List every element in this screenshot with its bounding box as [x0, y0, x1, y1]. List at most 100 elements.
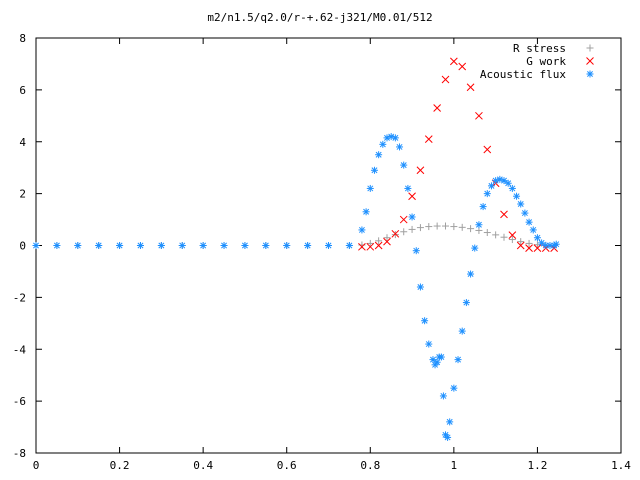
x-tick-label: 0.2 [110, 459, 130, 472]
data-point [458, 223, 466, 231]
data-point [454, 356, 462, 364]
y-tick-label: 4 [19, 136, 26, 149]
data-point [416, 224, 424, 232]
data-point [408, 225, 416, 233]
x-tick-label: 1 [451, 459, 458, 472]
data-point [467, 225, 475, 233]
legend-label: Acoustic flux [480, 68, 566, 81]
data-point [95, 242, 103, 249]
data-point [517, 238, 525, 246]
data-point [500, 210, 508, 219]
data-point [32, 242, 40, 249]
data-point [442, 222, 449, 230]
data-point [517, 200, 525, 208]
data-point [416, 283, 424, 291]
data-point [516, 241, 525, 250]
y-tick-label: -6 [13, 395, 26, 408]
data-point [421, 317, 429, 325]
data-point [525, 244, 533, 252]
y-tick-label: 2 [19, 188, 26, 201]
data-point [487, 182, 495, 190]
data-point [458, 327, 466, 335]
data-point [157, 242, 165, 249]
y-tick-label: 6 [19, 84, 26, 97]
data-point [437, 353, 445, 361]
data-point [508, 236, 516, 244]
data-point [53, 242, 61, 249]
data-point [178, 242, 186, 249]
data-point [462, 299, 470, 307]
data-point [116, 242, 124, 249]
x-tick-label: 0.8 [360, 459, 380, 472]
data-point [391, 231, 399, 239]
data-point [391, 134, 399, 142]
data-point [529, 226, 537, 234]
data-point [479, 203, 487, 211]
data-point [241, 242, 249, 249]
y-tick-label: -2 [13, 291, 26, 304]
data-point [370, 166, 378, 174]
data-point [374, 241, 383, 250]
x-tick-label: 0 [33, 459, 40, 472]
data-point [508, 184, 516, 192]
data-point [450, 57, 458, 66]
data-point [74, 242, 82, 249]
data-point [525, 218, 533, 226]
legend-marker [586, 57, 594, 65]
data-point [416, 166, 425, 175]
x-tick-label: 0.6 [277, 459, 297, 472]
data-point [513, 192, 521, 200]
data-point [366, 242, 375, 251]
data-point [466, 83, 475, 92]
data-point [450, 384, 458, 392]
y-tick-label: -8 [13, 447, 26, 460]
data-point [408, 213, 416, 221]
data-point [533, 244, 542, 252]
data-point [492, 231, 500, 239]
data-point [483, 145, 492, 154]
data-point [362, 208, 370, 216]
x-tick-label: 1.4 [611, 459, 631, 472]
data-point [500, 177, 508, 185]
y-tick-label: 0 [19, 240, 26, 253]
data-point [383, 237, 391, 246]
data-point [400, 161, 408, 169]
x-tick-label: 1.2 [527, 459, 547, 472]
data-point [552, 240, 560, 248]
data-point [475, 221, 483, 229]
data-point [483, 229, 491, 237]
data-point [358, 242, 366, 251]
legend-marker [586, 70, 594, 78]
data-point [471, 244, 479, 252]
data-point [383, 234, 391, 242]
data-point [262, 242, 270, 249]
data-point [458, 62, 467, 71]
data-point [304, 242, 312, 249]
data-point [433, 104, 441, 112]
legend-label: G work [526, 55, 566, 68]
legend-label: R stress [513, 42, 566, 55]
data-point [538, 239, 546, 247]
data-point [425, 223, 433, 231]
data-point [345, 242, 353, 249]
legend-marker [586, 44, 594, 52]
data-point [325, 242, 332, 249]
data-point [400, 228, 408, 236]
data-point [199, 242, 207, 249]
data-point [508, 231, 517, 239]
data-point [439, 392, 447, 400]
data-point [446, 418, 454, 426]
data-point [450, 223, 458, 231]
data-point [136, 242, 144, 249]
data-point [375, 151, 383, 159]
data-point [375, 237, 383, 245]
data-point [444, 433, 452, 441]
chart-title: m2/n1.5/q2.0/r-+.62-j321/M0.01/512 [207, 11, 432, 24]
data-point [467, 270, 475, 278]
data-point [396, 143, 404, 151]
data-point [220, 242, 228, 249]
data-point [358, 226, 366, 234]
data-point [412, 247, 420, 255]
data-point [521, 209, 529, 217]
